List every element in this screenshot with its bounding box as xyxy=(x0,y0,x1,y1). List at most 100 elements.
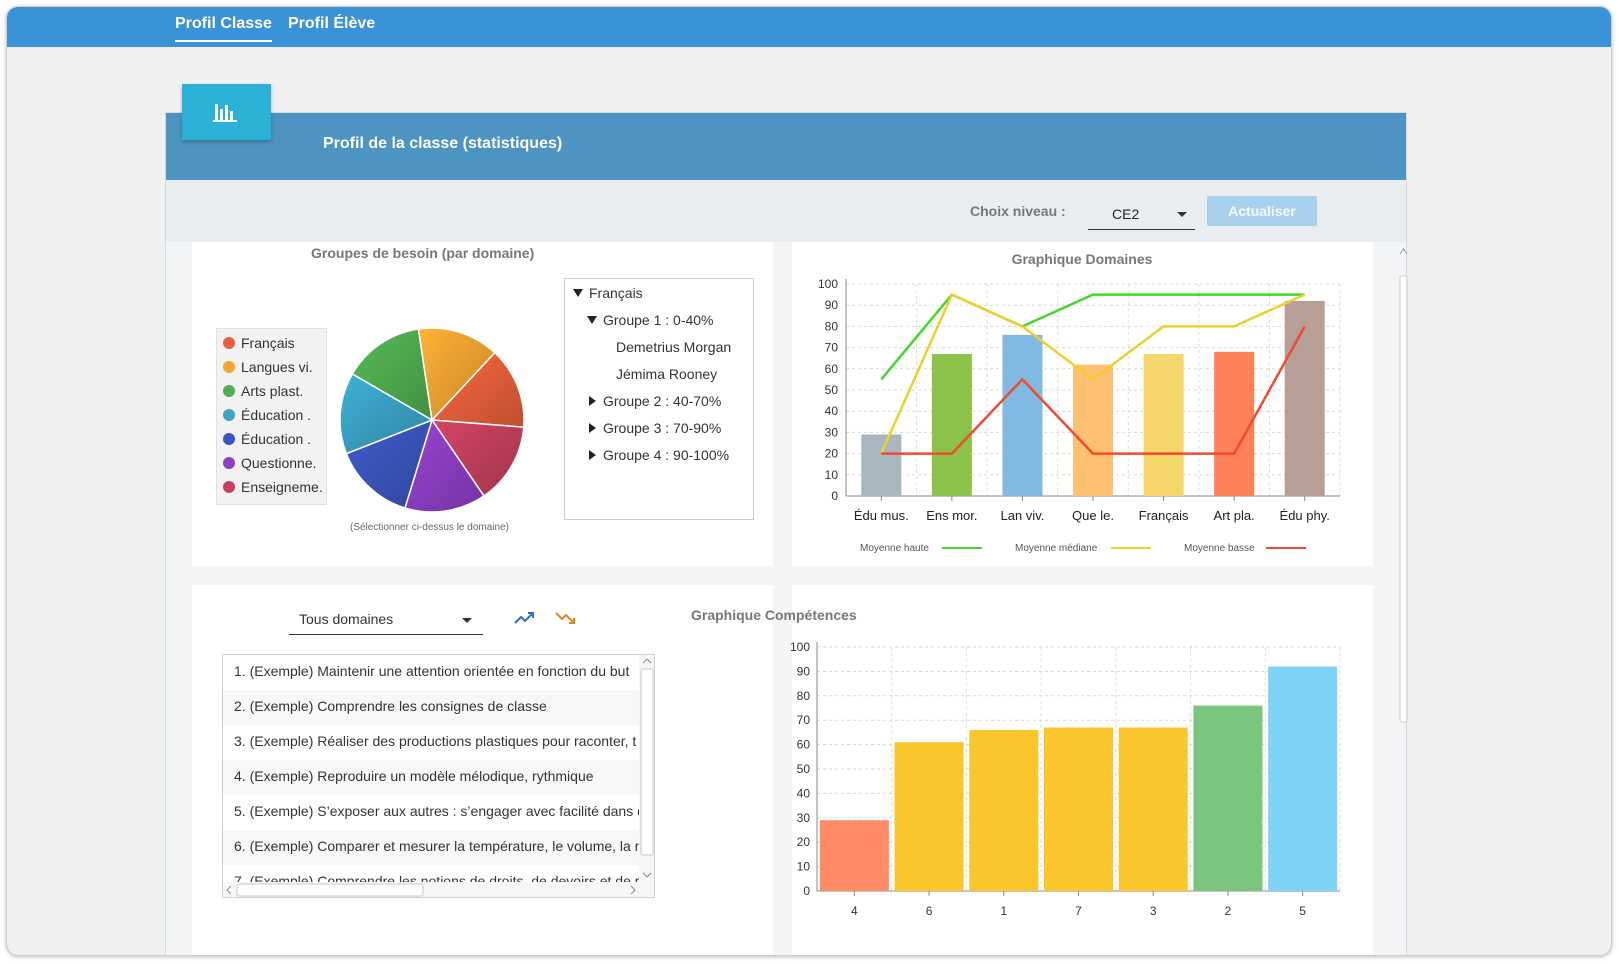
class-profile-panel: Profil de la classe (statistiques) Choix… xyxy=(165,112,1408,955)
y-tick-label: 10 xyxy=(797,860,811,874)
bar xyxy=(861,434,902,496)
x-tick-label: 3 xyxy=(1150,904,1157,918)
tree-leaf-student[interactable]: Demetrius Morgan xyxy=(616,339,732,355)
y-tick-label: 20 xyxy=(825,447,839,461)
list-item[interactable]: 6. (Exemple) Comparer et mesurer la temp… xyxy=(223,830,639,865)
pie-legend: Français Langues vi. Arts plast. Éducati… xyxy=(216,328,327,505)
y-tick-label: 30 xyxy=(797,811,811,825)
pie-slice xyxy=(430,419,525,497)
tree-node-label: Français xyxy=(589,285,643,301)
competences-chart-card: Graphique Compétences 0 10 20 30 40 50 60 70 80 9… xyxy=(691,585,1373,955)
legend-label: Questionne. xyxy=(241,455,317,471)
list-item[interactable]: 1. (Exemple) Maintenir une attention ori… xyxy=(234,663,630,679)
bar xyxy=(1044,727,1113,891)
refresh-button[interactable]: Actualiser xyxy=(1207,196,1317,226)
domain-filter-value: Tous domaines xyxy=(299,611,394,627)
panel-scrollbar[interactable] xyxy=(1399,246,1408,726)
domaines-chart-title: Graphique Domaines xyxy=(1012,251,1153,267)
domaines-chart: Graphique Domaines 0 10 20 30 40 50 60 70 80 90 100… xyxy=(818,251,1341,554)
tree-leaf-student[interactable]: Jémima Rooney xyxy=(616,366,718,382)
legend-item-arts[interactable]: Arts plast. xyxy=(223,383,303,405)
collapsed-triangle-icon xyxy=(589,396,596,406)
y-tick-label: 30 xyxy=(825,425,839,439)
series-line xyxy=(880,292,1306,455)
y-tick-label: 100 xyxy=(790,640,810,654)
list-horizontal-scrollbar[interactable] xyxy=(223,882,655,898)
legend-item-francais[interactable]: Français xyxy=(223,335,295,357)
x-tick-label: 6 xyxy=(926,904,933,918)
pie-slice xyxy=(339,372,434,455)
y-tick-label: 60 xyxy=(797,738,811,752)
y-tick-label: 90 xyxy=(825,298,839,312)
tree-node-label: Groupe 2 : 40-70% xyxy=(603,393,722,409)
legend-label: Français xyxy=(241,335,295,351)
x-tick-label: 1 xyxy=(1000,904,1007,918)
competences-list-card: Tous domaines 1. (Exemple) Maintenir une… xyxy=(192,585,773,955)
level-label: Choix niveau : xyxy=(970,203,1066,219)
y-tick-label: 40 xyxy=(797,786,811,800)
y-tick-label: 50 xyxy=(825,383,839,397)
legend-item-education-1[interactable]: Éducation . xyxy=(223,407,311,429)
y-tick-label: 60 xyxy=(825,362,839,376)
y-tick-label: 90 xyxy=(797,664,811,678)
y-tick-label: 100 xyxy=(818,277,838,291)
trending-down-icon[interactable] xyxy=(554,609,578,627)
bar xyxy=(931,353,972,496)
panel-title: Profil de la classe (statistiques) xyxy=(323,135,563,152)
legend-label: Arts plast. xyxy=(241,383,304,399)
groupes-title: Groupes de besoin (par domaine) xyxy=(311,245,535,261)
top-navbar: Profil Classe Profil Élève xyxy=(7,7,1611,47)
pie-slice xyxy=(430,351,525,428)
tree-node-groupe-2[interactable]: Groupe 2 : 40-70% xyxy=(589,393,721,409)
level-select[interactable]: CE2 xyxy=(1088,198,1195,230)
x-tick-label: Que le. xyxy=(1072,508,1114,523)
domaines-card: Graphique Domaines 0 10 20 30 40 50 60 70 80 90 100… xyxy=(792,242,1373,566)
tab-profil-eleve[interactable]: Profil Élève xyxy=(288,15,376,32)
bar xyxy=(819,820,889,891)
bar xyxy=(1143,353,1184,496)
legend-item-enseignement[interactable]: Enseigneme. xyxy=(223,479,323,501)
y-tick-label: 20 xyxy=(797,835,811,849)
level-select-value: CE2 xyxy=(1112,206,1140,222)
tree-node-francais[interactable]: Français xyxy=(573,285,643,301)
bar xyxy=(1073,364,1113,496)
y-tick-label: 70 xyxy=(797,713,811,727)
legend-label: Éducation . xyxy=(241,431,312,447)
pie-slice xyxy=(345,418,434,509)
bar xyxy=(969,729,1039,891)
list-item[interactable]: 5. (Exemple) S’exposer aux autres : s’en… xyxy=(234,803,639,819)
pie-chart[interactable] xyxy=(332,320,532,520)
expanded-triangle-icon xyxy=(573,289,583,297)
groupes-card: Groupes de besoin (par domaine) Français… xyxy=(192,242,773,566)
legend-item-education-2[interactable]: Éducation . xyxy=(223,431,311,453)
y-tick-label: 80 xyxy=(825,319,839,333)
list-vertical-scrollbar[interactable] xyxy=(639,655,655,883)
domain-filter-select[interactable]: Tous domaines xyxy=(289,607,483,635)
collapsed-triangle-icon xyxy=(589,450,596,460)
legend-dot xyxy=(223,481,235,493)
list-item[interactable]: 4. (Exemple) Reproduire un modèle mélodi… xyxy=(223,760,639,795)
tree-node-label: Groupe 1 : 0-40% xyxy=(603,312,714,328)
competences-chart: 0 10 20 30 40 50 60 70 80 90 100 4 6 1 7 3 2 5 xyxy=(790,640,1341,918)
tab-profil-classe[interactable]: Profil Classe xyxy=(175,15,272,42)
list-item[interactable]: 2. (Exemple) Comprendre les consignes de… xyxy=(223,690,639,725)
bar xyxy=(1268,666,1338,891)
legend-label: Éducation . xyxy=(241,407,312,423)
list-item[interactable]: 3. (Exemple) Réaliser des productions pl… xyxy=(234,733,637,749)
pie-slice xyxy=(417,327,496,422)
trending-up-icon[interactable] xyxy=(513,609,537,627)
legend-item-questionner[interactable]: Questionne. xyxy=(223,455,317,477)
tree-node-groupe-4[interactable]: Groupe 4 : 90-100% xyxy=(589,447,729,463)
tree-node-label: Groupe 3 : 70-90% xyxy=(603,420,722,436)
x-tick-label: Français xyxy=(1139,508,1189,523)
chevron-down-icon xyxy=(462,618,472,623)
legend-dot xyxy=(223,457,235,469)
tree-node-groupe-1[interactable]: Groupe 1 : 0-40% xyxy=(587,312,714,328)
legend-item-langues[interactable]: Langues vi. xyxy=(223,359,313,381)
y-tick-label: 50 xyxy=(797,762,811,776)
app-window: Profil Classe Profil Élève Profil de la … xyxy=(6,6,1612,956)
tree-node-groupe-3[interactable]: Groupe 3 : 70-90% xyxy=(589,420,721,436)
legend-label: Moyenne basse xyxy=(1184,543,1255,554)
y-tick-label: 80 xyxy=(797,689,811,703)
bar xyxy=(1118,727,1188,891)
